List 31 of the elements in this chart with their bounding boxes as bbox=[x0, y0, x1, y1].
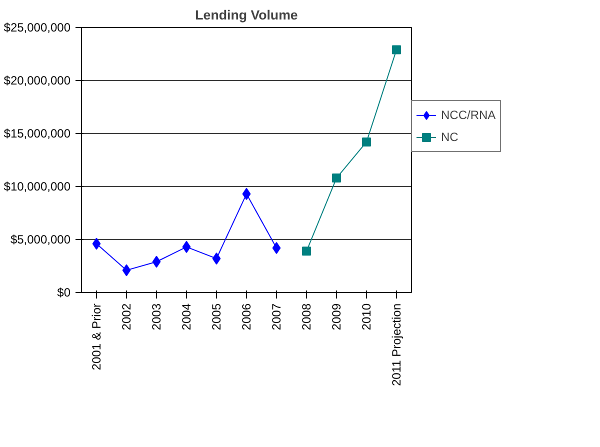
x-tick-label: 2001 & Prior bbox=[90, 303, 104, 370]
chart-title: Lending Volume bbox=[195, 8, 298, 22]
y-tick-label: $10,000,000 bbox=[4, 180, 71, 194]
point bbox=[92, 238, 101, 250]
x-tick-label: 2004 bbox=[180, 303, 194, 330]
point bbox=[362, 137, 371, 146]
x-tick-label: 2011 Projection bbox=[390, 304, 404, 386]
y-tick-label: $0 bbox=[57, 286, 71, 300]
x-tick-label: 2002 bbox=[120, 303, 134, 330]
point bbox=[212, 252, 221, 265]
x-tick-label: 2008 bbox=[300, 303, 314, 330]
y-tick-label: $5,000,000 bbox=[10, 232, 71, 246]
x-tick-label: 2003 bbox=[150, 303, 164, 330]
y-tick-label: $20,000,000 bbox=[4, 74, 71, 88]
point bbox=[302, 246, 311, 256]
point bbox=[122, 264, 131, 276]
x-tick-label: 2009 bbox=[330, 303, 344, 330]
point bbox=[152, 256, 161, 268]
legend-label: NC bbox=[441, 130, 460, 144]
x-tick-label: 2006 bbox=[240, 303, 254, 330]
point bbox=[182, 240, 191, 253]
point bbox=[332, 174, 341, 183]
x-tick-label: 2007 bbox=[270, 303, 284, 330]
point bbox=[392, 45, 401, 54]
x-tick-label: 2005 bbox=[210, 303, 224, 330]
y-tick-label: $15,000,000 bbox=[4, 126, 71, 140]
x-tick-label: 2010 bbox=[360, 303, 374, 330]
point bbox=[242, 188, 251, 200]
y-tick-label: $25,000,000 bbox=[4, 20, 71, 34]
legend-label: NCC/RNA bbox=[441, 108, 496, 122]
point bbox=[272, 242, 281, 254]
